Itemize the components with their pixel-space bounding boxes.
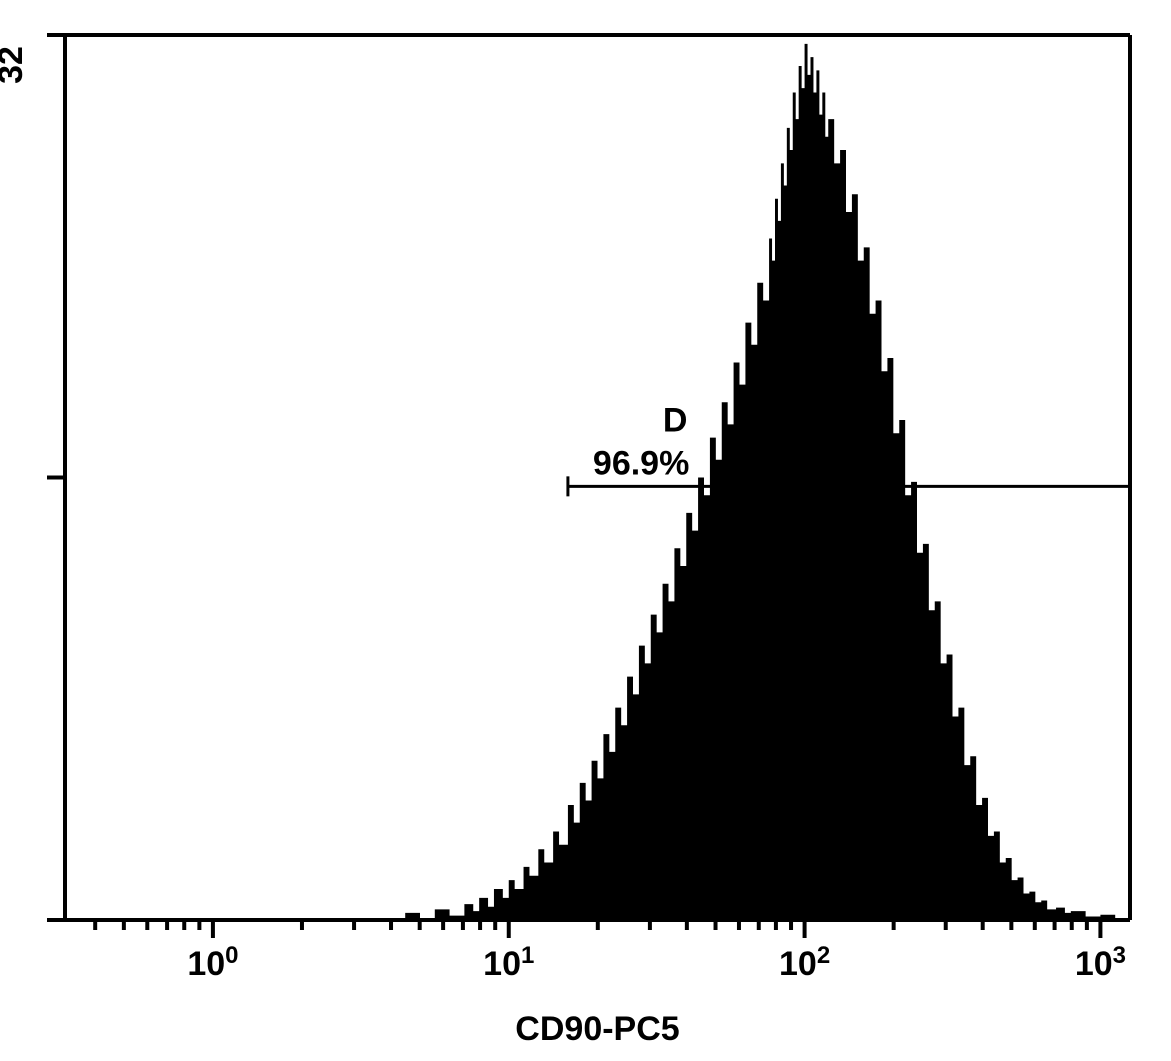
x-axis-title: CD90-PC5 — [515, 1010, 679, 1048]
histogram-fill — [390, 44, 1115, 920]
gate-label: D — [663, 401, 688, 439]
flow-cytometry-histogram: 32 100 101 102 103 CD90-PC5 D 96.9% — [0, 0, 1171, 1061]
y-axis-max-label: 32 — [0, 46, 30, 84]
x-tick-label: 103 — [1075, 942, 1126, 983]
x-tick-label: 102 — [779, 942, 830, 983]
chart-svg: 32 100 101 102 103 CD90-PC5 D 96.9% — [0, 0, 1171, 1061]
gate-percent: 96.9% — [593, 444, 689, 482]
x-tick-label: 100 — [187, 942, 238, 983]
x-tick-label: 101 — [483, 942, 534, 983]
